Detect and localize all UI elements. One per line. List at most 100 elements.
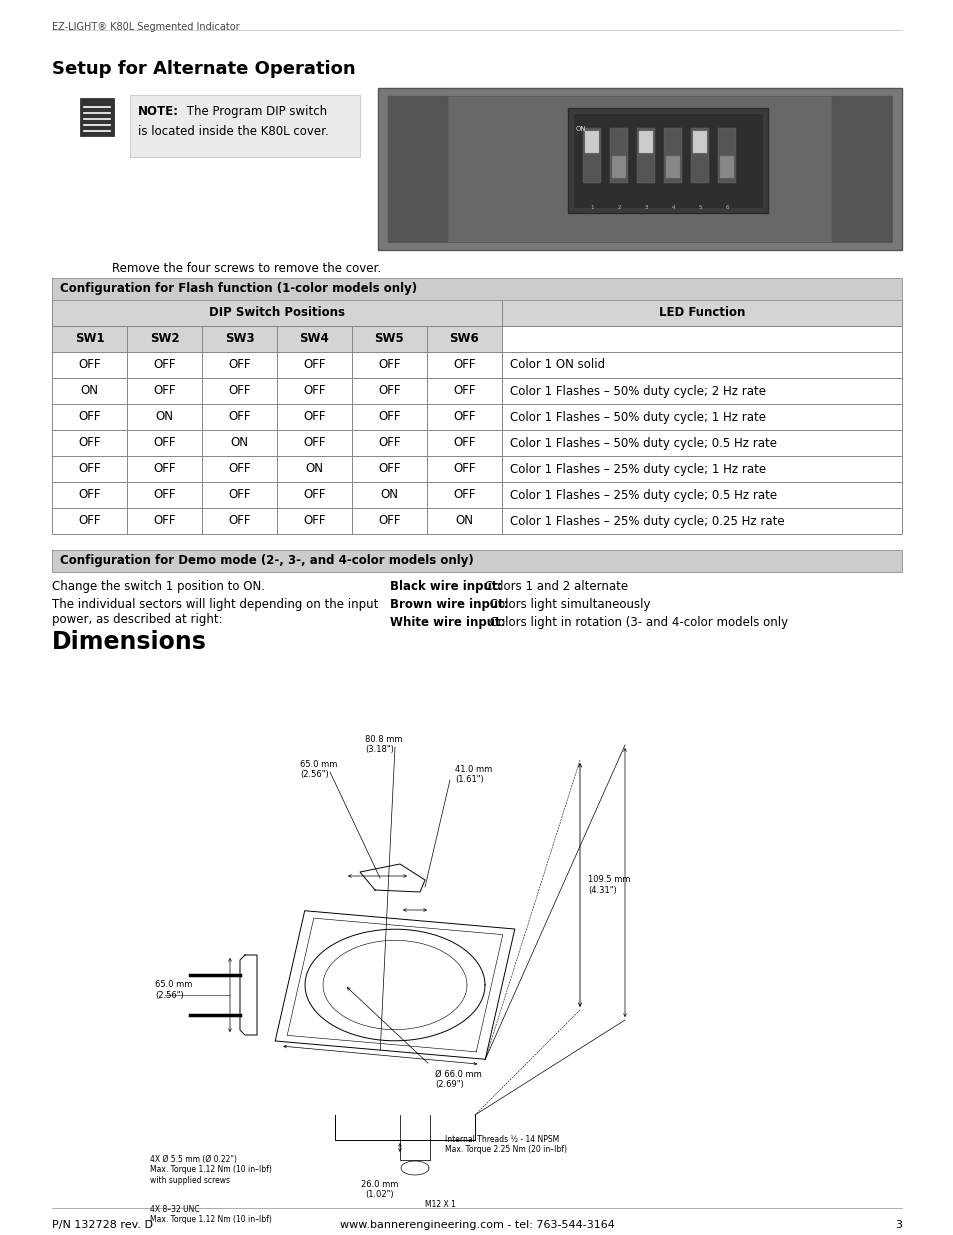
Bar bbox=[352, 352, 427, 378]
Bar bbox=[80, 98, 113, 136]
Text: 1: 1 bbox=[590, 205, 593, 210]
Text: 80.8 mm
(3.18"): 80.8 mm (3.18") bbox=[365, 735, 402, 755]
Bar bbox=[352, 404, 427, 430]
Text: Brown wire input:: Brown wire input: bbox=[390, 598, 508, 611]
Bar bbox=[127, 326, 202, 352]
Bar bbox=[352, 378, 427, 404]
Bar bbox=[202, 378, 276, 404]
Bar bbox=[52, 550, 901, 572]
Text: OFF: OFF bbox=[153, 462, 175, 475]
Text: OFF: OFF bbox=[78, 436, 101, 450]
Bar bbox=[573, 112, 762, 207]
Text: OFF: OFF bbox=[153, 515, 175, 527]
Bar bbox=[202, 482, 276, 508]
Bar bbox=[501, 352, 901, 378]
Bar bbox=[352, 326, 427, 352]
Bar bbox=[202, 404, 276, 430]
Bar bbox=[202, 456, 276, 482]
Bar bbox=[427, 508, 501, 534]
Bar bbox=[127, 378, 202, 404]
Text: ON: ON bbox=[155, 410, 173, 424]
Text: OFF: OFF bbox=[303, 358, 325, 372]
Bar bbox=[127, 430, 202, 456]
Text: 109.5 mm
(4.31"): 109.5 mm (4.31") bbox=[587, 876, 630, 894]
Bar bbox=[388, 96, 891, 242]
Bar bbox=[427, 482, 501, 508]
Bar bbox=[427, 404, 501, 430]
Text: OFF: OFF bbox=[453, 436, 476, 450]
Text: ON: ON bbox=[305, 462, 323, 475]
Text: Color 1 ON solid: Color 1 ON solid bbox=[510, 358, 604, 372]
Bar bbox=[202, 326, 276, 352]
Text: OFF: OFF bbox=[303, 384, 325, 398]
Text: ON: ON bbox=[231, 436, 248, 450]
Bar bbox=[501, 378, 901, 404]
Text: SW5: SW5 bbox=[375, 332, 404, 346]
Bar bbox=[276, 430, 352, 456]
Text: OFF: OFF bbox=[153, 489, 175, 501]
Text: Color 1 Flashes – 25% duty cycle; 0.5 Hz rate: Color 1 Flashes – 25% duty cycle; 0.5 Hz… bbox=[510, 489, 777, 501]
Text: NOTE:: NOTE: bbox=[138, 105, 179, 119]
Text: OFF: OFF bbox=[453, 358, 476, 372]
Text: Remove the four screws to remove the cover.: Remove the four screws to remove the cov… bbox=[112, 262, 381, 275]
Bar bbox=[127, 508, 202, 534]
Text: Dimensions: Dimensions bbox=[52, 630, 207, 655]
Bar bbox=[52, 456, 127, 482]
Text: OFF: OFF bbox=[78, 410, 101, 424]
Text: Color 1 Flashes – 25% duty cycle; 1 Hz rate: Color 1 Flashes – 25% duty cycle; 1 Hz r… bbox=[510, 462, 765, 475]
Bar bbox=[52, 404, 127, 430]
Bar bbox=[276, 352, 352, 378]
Bar bbox=[690, 128, 708, 183]
Text: 3: 3 bbox=[643, 205, 647, 210]
Text: OFF: OFF bbox=[303, 410, 325, 424]
Text: 65.0 mm
(2.56"): 65.0 mm (2.56") bbox=[299, 760, 337, 779]
Text: LED Function: LED Function bbox=[659, 306, 744, 320]
Text: is located inside the K80L cover.: is located inside the K80L cover. bbox=[138, 125, 329, 138]
Bar bbox=[501, 404, 901, 430]
Bar bbox=[52, 352, 127, 378]
Bar bbox=[637, 128, 655, 183]
Bar bbox=[276, 378, 352, 404]
Text: OFF: OFF bbox=[228, 515, 251, 527]
Bar bbox=[692, 131, 706, 153]
Bar bbox=[52, 430, 127, 456]
Text: 65.0 mm
(2.56"): 65.0 mm (2.56") bbox=[154, 981, 193, 999]
Bar bbox=[427, 430, 501, 456]
Text: 4X 8–32 UNC
Max. Torque 1.12 Nm (10 in–lbf): 4X 8–32 UNC Max. Torque 1.12 Nm (10 in–l… bbox=[150, 1205, 272, 1224]
Text: OFF: OFF bbox=[78, 515, 101, 527]
Text: 26.0 mm
(1.02"): 26.0 mm (1.02") bbox=[361, 1179, 398, 1199]
Text: SW4: SW4 bbox=[299, 332, 329, 346]
Text: ON: ON bbox=[455, 515, 473, 527]
Bar bbox=[202, 430, 276, 456]
Text: Change the switch 1 position to ON.: Change the switch 1 position to ON. bbox=[52, 580, 265, 593]
Text: Configuration for Flash function (1-color models only): Configuration for Flash function (1-colo… bbox=[60, 282, 416, 295]
Bar bbox=[352, 430, 427, 456]
Bar bbox=[612, 156, 625, 178]
Text: ON: ON bbox=[576, 126, 586, 132]
Text: EZ-LIGHT® K80L Segmented Indicator: EZ-LIGHT® K80L Segmented Indicator bbox=[52, 22, 239, 32]
Text: SW6: SW6 bbox=[449, 332, 478, 346]
Bar bbox=[427, 326, 501, 352]
Bar bbox=[609, 128, 627, 183]
Text: 3: 3 bbox=[894, 1220, 901, 1230]
Bar bbox=[582, 128, 600, 183]
Text: OFF: OFF bbox=[303, 489, 325, 501]
Text: Ø 66.0 mm
(2.69"): Ø 66.0 mm (2.69") bbox=[435, 1070, 481, 1089]
Text: OFF: OFF bbox=[377, 410, 400, 424]
Bar bbox=[501, 456, 901, 482]
Bar bbox=[352, 482, 427, 508]
Bar bbox=[427, 378, 501, 404]
Text: Color 1 Flashes – 50% duty cycle; 2 Hz rate: Color 1 Flashes – 50% duty cycle; 2 Hz r… bbox=[510, 384, 765, 398]
Bar bbox=[127, 404, 202, 430]
Text: OFF: OFF bbox=[228, 462, 251, 475]
Text: OFF: OFF bbox=[78, 358, 101, 372]
Bar bbox=[202, 352, 276, 378]
Text: Configuration for Demo mode (2-, 3-, and 4-color models only): Configuration for Demo mode (2-, 3-, and… bbox=[60, 555, 474, 567]
Text: P/N 132728 rev. D: P/N 132728 rev. D bbox=[52, 1220, 152, 1230]
Text: OFF: OFF bbox=[228, 384, 251, 398]
Text: 5: 5 bbox=[698, 205, 701, 210]
Text: OFF: OFF bbox=[303, 515, 325, 527]
Text: Internal Threads ½ - 14 NPSM
Max. Torque 2.25 Nm (20 in–lbf): Internal Threads ½ - 14 NPSM Max. Torque… bbox=[444, 1135, 566, 1155]
Text: OFF: OFF bbox=[453, 384, 476, 398]
Text: OFF: OFF bbox=[377, 515, 400, 527]
